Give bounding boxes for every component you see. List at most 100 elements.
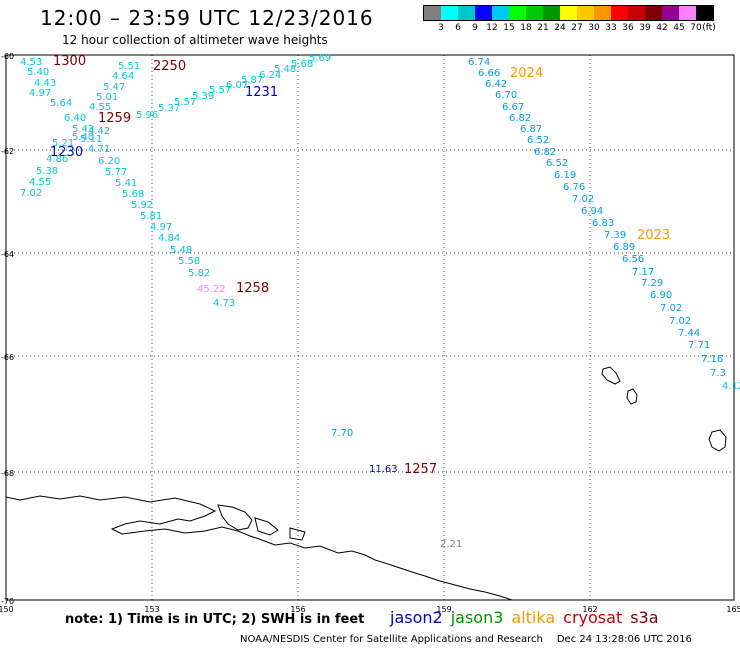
antarctic-coastline [5,495,513,601]
wave-height-value: 4.84 [158,233,180,244]
wave-height-value: 6.90 [650,290,672,301]
wave-height-value: 6.67 [502,102,524,113]
wave-height-value: 7.44 [678,328,700,339]
wave-height-value: 6.83 [592,218,614,229]
track-time-label: 1300 [53,54,86,69]
wave-height-value: 6.89 [613,242,635,253]
wave-height-value: 6.74 [468,57,490,68]
color-scale-tick: 27 [571,23,583,33]
longitude-label: 156 [290,605,305,614]
wave-height-value: 4.12 [722,381,740,392]
color-swatch [560,6,577,20]
color-swatch [526,6,543,20]
wave-height-value: 5.51 [118,61,140,72]
wave-height-value: 5.68 [122,189,144,200]
wave-height-value: 5.64 [50,98,72,109]
page-title: 12:00 – 23:59 UTC 12/23/2016 [40,6,374,30]
wave-height-value: 5.21 [52,138,74,149]
color-swatch [492,6,509,20]
track-time-label: 2250 [153,59,186,74]
wave-height-value: 5.48 [274,64,296,75]
page-subtitle: 12 hour collection of altimeter wave hei… [62,33,328,47]
satellite-legend: jason2 jason3 altika cryosat s3a [390,608,667,627]
wave-height-value: 7.02 [572,194,594,205]
footer-timestamp: Dec 24 13:28:06 UTC 2016 [556,634,692,645]
color-swatch [441,6,458,20]
color-scale-tick: 12 [486,23,498,33]
wave-height-value: 6.24 [259,70,281,81]
wave-height-value: 5.82 [188,268,210,279]
wave-height-value: 4.55 [89,102,111,113]
wave-height-value: 4.42 [88,126,110,137]
wave-height-value: 5.47 [103,82,125,93]
footer: NOAA/NESDIS Center for Satellite Applica… [240,634,692,645]
color-scale-unit: (ft) [702,23,716,33]
color-scale-tick: 3 [438,23,444,33]
island-outline [601,366,621,385]
wave-height-value: 4.71 [88,144,110,155]
wave-height-value: 5.57 [174,97,196,108]
wave-height-value: 7.39 [604,230,626,241]
longitude-label: 165 [726,605,740,614]
color-swatch [577,6,594,20]
wave-height-value: 6.76 [563,182,585,193]
color-swatch [679,6,696,20]
wave-height-value: 7.02 [669,316,691,327]
track-time-label: 1231 [245,85,278,100]
wave-height-value: 5.37 [158,103,180,114]
wave-height-value: 7.02 [20,188,42,199]
track-time-label: 2024 [510,66,543,81]
color-scale-tick: 45 [673,23,685,33]
wave-height-value: 5.40 [27,67,49,78]
ice-shelf-outline [217,504,253,531]
legend-item-altika: altika [511,608,556,627]
color-swatch [424,6,441,20]
longitude-label: 159 [436,605,451,614]
latitude-label: -66 [1,353,14,362]
island-outline [626,388,638,405]
color-scale-tick: 36 [622,23,634,33]
latitude-label: -62 [1,147,14,156]
color-swatch [475,6,492,20]
wave-height-value: 5.01 [96,92,118,103]
track-time-label: 2023 [637,228,670,243]
legend-item-jason3: jason3 [450,608,504,627]
wave-height-value: 6.66 [478,68,500,79]
color-swatch [628,6,645,20]
wave-height-value: 6.82 [509,113,531,124]
wave-height-value: 7.29 [641,278,663,289]
color-scale-tick: 33 [605,23,617,33]
longitude-label: 150 [0,605,14,614]
color-scale-swatches [423,5,714,21]
wave-height-value: 5.77 [105,167,127,178]
wave-height-value: 5.96 [136,110,158,121]
wave-height-value: 7.70 [331,428,353,439]
color-scale-tick: 6 [455,23,461,33]
wave-height-value: 7.02 [660,303,682,314]
track-time-label: 1230 [50,145,83,160]
wave-height-value: 5.48 [170,245,192,256]
track-time-label: 1259 [98,111,131,126]
color-scale-tick: 24 [554,23,566,33]
legend-item-jason2: jason2 [390,608,443,627]
color-scale-labels: 3 6 9 12 15 18 21 24 27 30 33 36 39 42 45 70 (ft) [423,21,716,35]
color-scale-legend: 3 6 9 12 15 18 21 24 27 30 33 36 39 42 45 70 (ft) [423,5,716,35]
color-scale-tick: 30 [588,23,600,33]
map-frame [5,54,735,601]
latitude-label: -64 [1,250,14,259]
coast-inlet [289,527,306,541]
latitude-label: -60 [1,52,14,61]
wave-height-value: 7.16 [701,354,723,365]
latitude-label: -68 [1,469,14,478]
color-scale-tick: 42 [656,23,668,33]
latitude-label: -70 [1,597,14,606]
track-time-label: 1257 [404,462,437,477]
wave-height-value: 45.22 [197,284,226,295]
wave-height-value: 2.21 [440,539,462,550]
wave-height-value: 5.68 [291,59,313,70]
wave-height-value: 6.40 [64,113,86,124]
wave-height-value: 4.53 [20,57,42,68]
wave-height-value: 4.55 [29,177,51,188]
legend-item-cryosat: cryosat [563,608,623,627]
